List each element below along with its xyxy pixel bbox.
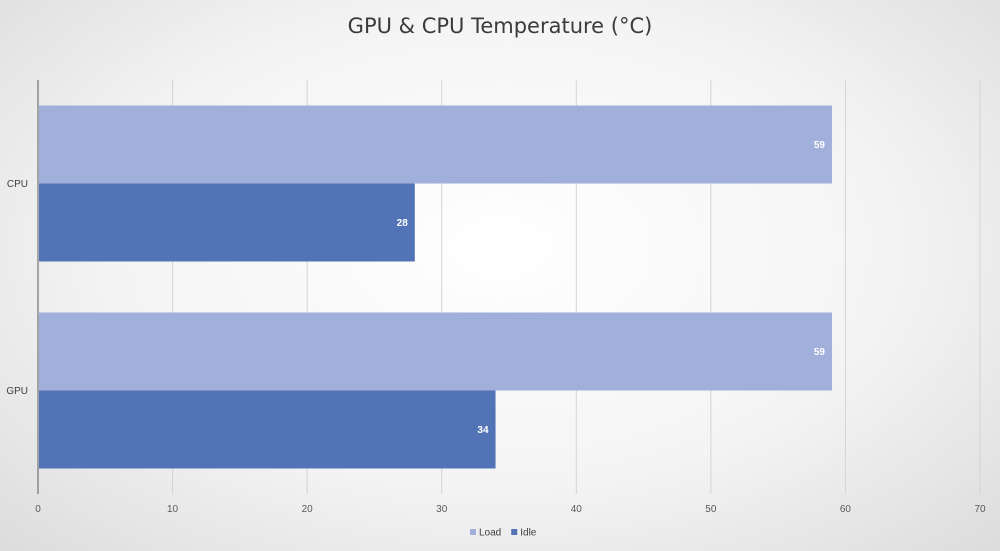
x-tick-label: 30: [436, 504, 448, 515]
bar-load-gpu: [39, 312, 832, 391]
x-tick-label: 60: [840, 504, 852, 515]
bar-idle-cpu: [39, 183, 415, 262]
data-label: 34: [477, 425, 489, 436]
data-labels: 59 28 59 34: [397, 140, 826, 436]
data-label: 59: [814, 347, 826, 358]
x-tick-label: 40: [571, 504, 583, 515]
category-label: GPU: [6, 386, 28, 397]
category-labels: CPU GPU: [6, 179, 28, 397]
legend-swatch: [470, 529, 476, 535]
legend-entry: Idle: [520, 528, 537, 539]
x-tick-label: 10: [167, 504, 179, 515]
bar-load-cpu: [39, 105, 832, 184]
legend: Load Idle: [470, 528, 537, 539]
x-tick-label: 50: [705, 504, 717, 515]
x-tick-label: 70: [974, 504, 986, 515]
bar-idle-gpu: [39, 390, 496, 469]
data-label: 28: [397, 218, 409, 229]
x-tick-label: 0: [35, 504, 41, 515]
data-label: 59: [814, 140, 826, 151]
category-label: CPU: [7, 179, 28, 190]
x-tick-labels: 0 10 20 30 40 50 60 70: [35, 504, 986, 515]
bars: [39, 105, 832, 469]
x-tick-label: 20: [302, 504, 314, 515]
chart-title: GPU & CPU Temperature (°C): [348, 14, 653, 38]
legend-swatch: [511, 529, 518, 535]
legend-entry: Load: [479, 528, 501, 539]
